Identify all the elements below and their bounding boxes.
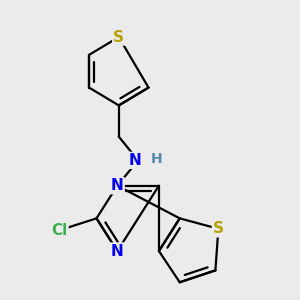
Text: S: S: [213, 221, 224, 236]
Text: N: N: [128, 153, 141, 168]
Text: S: S: [113, 30, 124, 45]
Text: H: H: [151, 152, 162, 166]
Text: Cl: Cl: [51, 223, 68, 238]
Text: N: N: [111, 244, 124, 259]
Text: N: N: [111, 178, 124, 193]
